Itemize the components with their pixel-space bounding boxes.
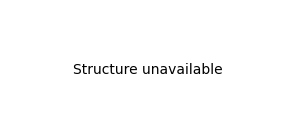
Text: Structure unavailable: Structure unavailable [73,63,222,77]
